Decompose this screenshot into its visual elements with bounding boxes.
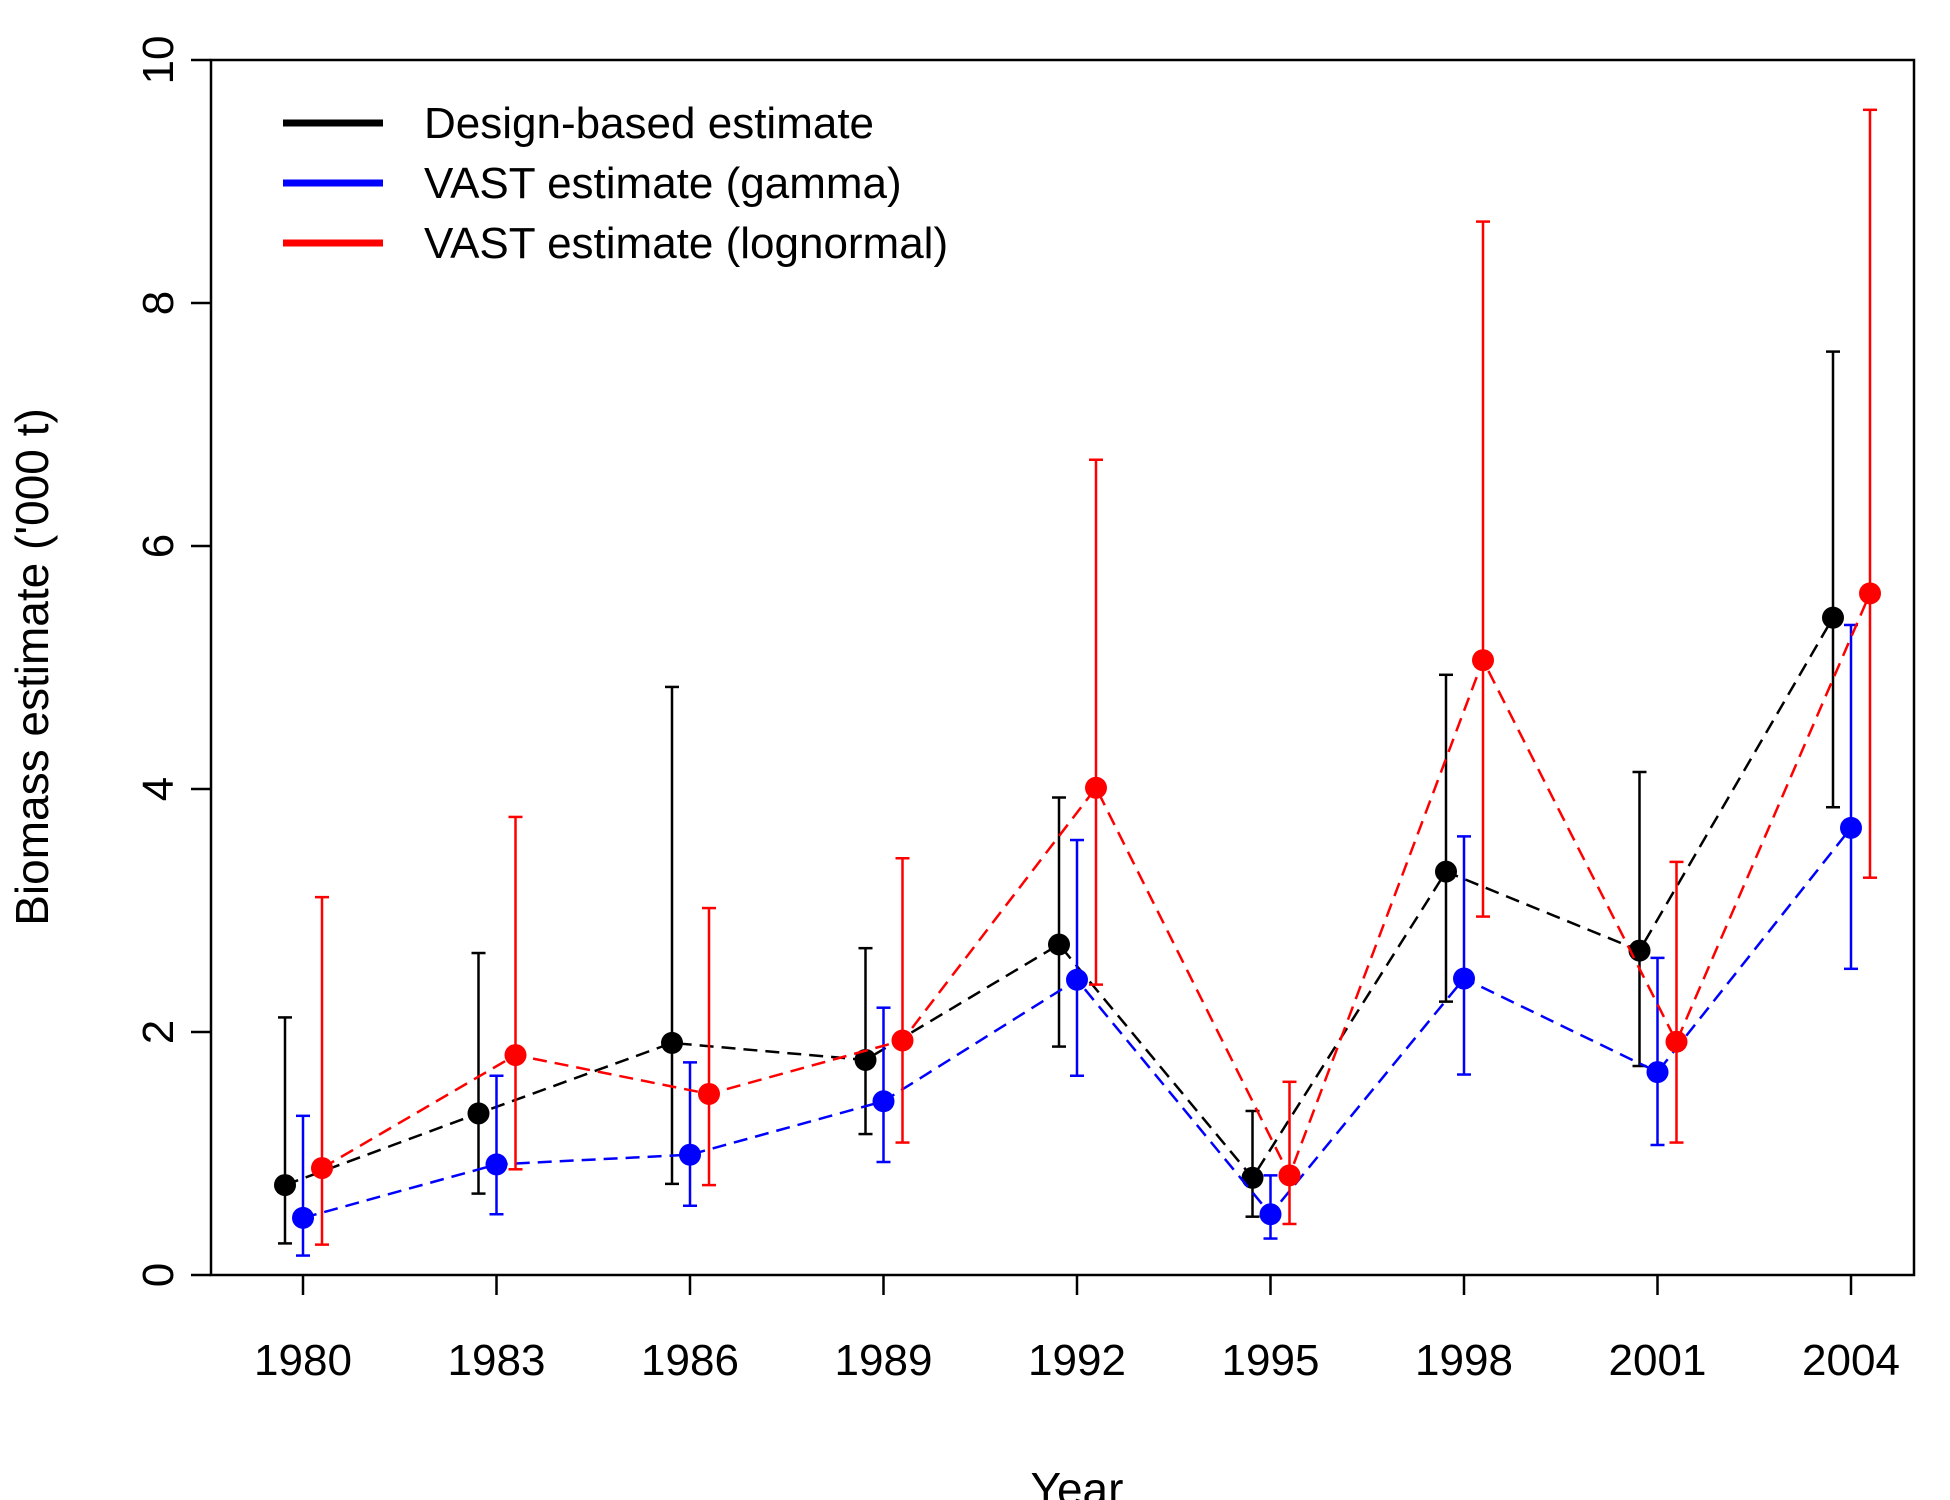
data-point [1278,1164,1301,1187]
data-point [1840,816,1862,839]
data-point [1859,582,1881,605]
x-tick-label: 1980 [254,1336,352,1385]
data-point [274,1174,296,1197]
data-point [1665,1030,1688,1053]
legend-label: Design-based estimate [424,99,874,148]
series-line [321,592,1872,1179]
x-tick-label: 1983 [448,1336,546,1385]
axis-ticks: 0 2 4 6 8 10 1980 1983 1986 1989 1992 1995 1998 2001 2… [134,36,1900,1385]
y-tick-label: 6 [134,534,183,558]
y-tick-label: 2 [134,1020,183,1044]
x-tick-label: 1992 [1028,1336,1126,1385]
data-point [661,1031,683,1054]
data-point [504,1044,527,1067]
data-point [854,1048,877,1071]
data-point [1066,968,1088,991]
series-group [274,350,1844,1245]
x-axis-label: Year [1031,1463,1124,1500]
y-tick-label: 10 [134,36,183,85]
data-point [1048,933,1070,956]
data-point [467,1102,490,1125]
data-point [1628,939,1651,962]
data-point [311,1157,333,1180]
x-tick-label: 1998 [1415,1336,1513,1385]
data-point [679,1143,701,1166]
series-line [284,617,1835,1187]
y-tick-label: 0 [134,1263,183,1287]
legend-label: VAST estimate (gamma) [424,159,902,208]
data-point [1646,1061,1669,1084]
plot-frame [209,58,1916,1277]
y-axis-label: Biomass estimate ('000 t) [6,408,58,926]
series-layer [274,108,1881,1257]
data-point [891,1029,914,1052]
x-tick-label: 1986 [641,1336,739,1385]
data-point [1435,860,1457,883]
series-group [311,108,1881,1246]
series-group [292,623,1862,1257]
data-point [1472,649,1494,672]
data-point [698,1082,720,1105]
x-tick-label: 1995 [1222,1336,1320,1385]
data-point [872,1090,895,1113]
legend-label: VAST estimate (lognormal) [424,219,948,268]
x-tick-label: 2001 [1609,1336,1707,1385]
y-tick-label: 4 [134,777,183,801]
x-tick-label: 1989 [835,1336,933,1385]
y-tick-label: 8 [134,291,183,315]
data-point [1085,776,1107,799]
data-point [292,1206,314,1229]
data-point [1241,1166,1264,1189]
data-point [1259,1203,1282,1226]
legend: Design-based estimate VAST estimate (gamm… [283,99,948,268]
data-point [1822,606,1844,629]
data-point [1453,967,1475,990]
x-tick-label: 2004 [1802,1336,1900,1385]
data-point [485,1153,508,1176]
